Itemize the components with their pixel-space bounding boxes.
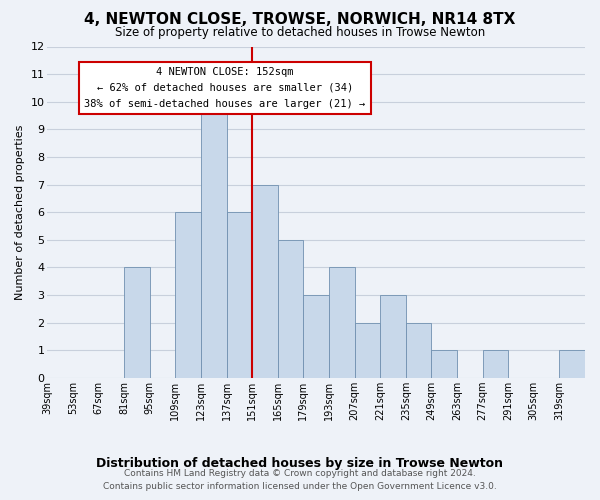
Text: Contains HM Land Registry data © Crown copyright and database right 2024.
Contai: Contains HM Land Registry data © Crown c… xyxy=(103,470,497,491)
Bar xyxy=(278,240,304,378)
Text: 4 NEWTON CLOSE: 152sqm
← 62% of detached houses are smaller (34)
38% of semi-det: 4 NEWTON CLOSE: 152sqm ← 62% of detached… xyxy=(84,68,365,108)
Bar xyxy=(227,212,252,378)
Text: 4, NEWTON CLOSE, TROWSE, NORWICH, NR14 8TX: 4, NEWTON CLOSE, TROWSE, NORWICH, NR14 8… xyxy=(85,12,515,28)
Bar xyxy=(559,350,585,378)
Bar xyxy=(175,212,201,378)
Text: Distribution of detached houses by size in Trowse Newton: Distribution of detached houses by size … xyxy=(97,458,503,470)
Bar xyxy=(380,295,406,378)
Bar xyxy=(431,350,457,378)
Bar xyxy=(201,102,227,378)
Y-axis label: Number of detached properties: Number of detached properties xyxy=(15,124,25,300)
Bar xyxy=(482,350,508,378)
Bar xyxy=(252,184,278,378)
Bar xyxy=(355,322,380,378)
Bar xyxy=(329,268,355,378)
Bar xyxy=(124,268,150,378)
Bar xyxy=(406,322,431,378)
Bar xyxy=(304,295,329,378)
Text: Size of property relative to detached houses in Trowse Newton: Size of property relative to detached ho… xyxy=(115,26,485,39)
